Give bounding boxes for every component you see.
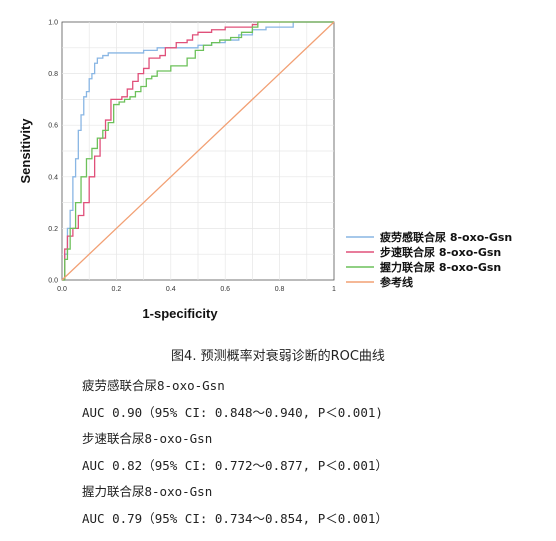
y-tick-label: 0.8: [48, 71, 58, 78]
auc-notes: 疲劳感联合尿8-oxo-Gsn AUC 0.90（95% CI: 0.848～0…: [82, 373, 388, 532]
series-line: [61, 21, 335, 281]
note-line: 疲劳感联合尿8-oxo-Gsn: [82, 378, 225, 393]
x-tick-label: 0.6: [220, 286, 230, 293]
x-tick-label: 0.4: [166, 286, 176, 293]
note-line: AUC 0.82（95% CI: 0.772～0.877, P＜0.001）: [82, 457, 388, 473]
tick-labels: 0.0 0.2 0.4 0.6 0.8 1 0.0 0.2 0.4 0.6 0.8 1.0: [48, 20, 336, 294]
y-tick-label: 1.0: [48, 20, 58, 27]
x-tick-label: 0.2: [112, 286, 122, 293]
y-tick-label: 0.2: [48, 226, 58, 233]
y-axis-title: Sensitivity: [18, 118, 33, 184]
note-line: 握力联合尿8-oxo-Gsn: [82, 484, 213, 499]
series-lines: [61, 21, 335, 281]
legend-label: 疲劳感联合尿 8-oxo-Gsn: [380, 230, 512, 244]
x-tick-label: 0.8: [275, 286, 285, 293]
series-line: [62, 21, 334, 281]
series-line: [62, 21, 334, 281]
legend-label: 步速联合尿 8-oxo-Gsn: [380, 245, 501, 259]
y-tick-label: 0.4: [48, 174, 58, 181]
legend-label: 握力联合尿 8-oxo-Gsn: [380, 260, 501, 274]
note-line: 步速联合尿8-oxo-Gsn: [82, 431, 213, 446]
x-axis-title: 1-specificity: [142, 306, 218, 321]
x-tick-label: 0.0: [57, 286, 67, 293]
y-tick-label: 0.0: [48, 278, 58, 285]
roc-chart: 0.0 0.2 0.4 0.6 0.8 1 0.0 0.2 0.4 0.6 0.8 1.0 1-spe…: [18, 20, 512, 322]
note-line: AUC 0.79（95% CI: 0.734～0.854, P＜0.001）: [82, 510, 388, 526]
legend-label: 参考线: [380, 275, 413, 289]
series-line: [62, 21, 334, 281]
figure-caption: 图4. 预测概率对衰弱诊断的ROC曲线: [171, 349, 385, 364]
y-tick-label: 0.6: [48, 123, 58, 130]
x-tick-label: 1: [332, 286, 336, 293]
note-line: AUC 0.90（95% CI: 0.848～0.940, P＜0.001): [82, 404, 383, 420]
